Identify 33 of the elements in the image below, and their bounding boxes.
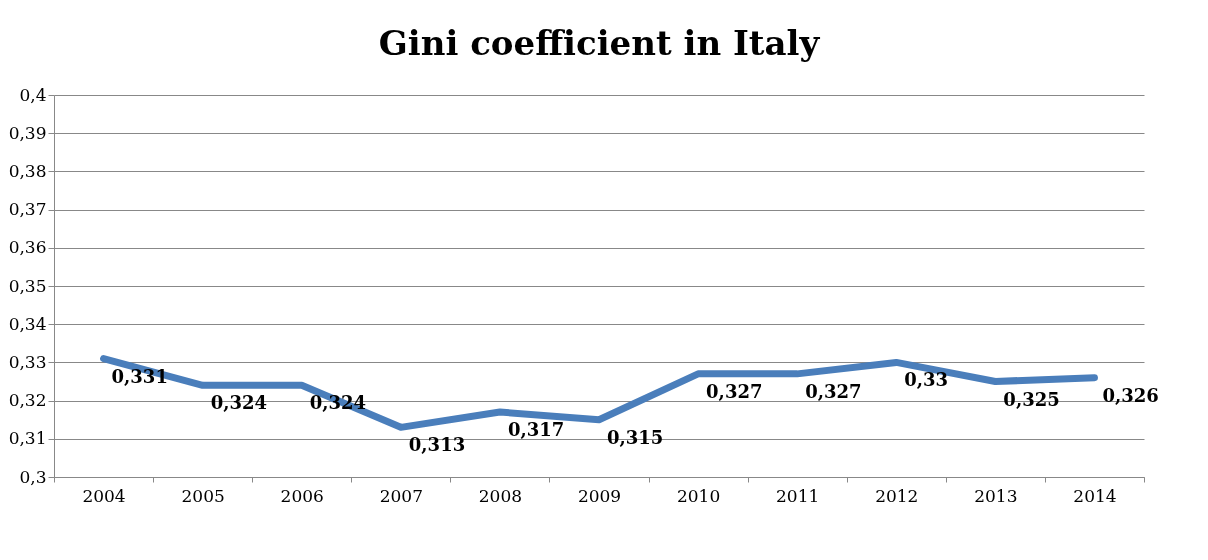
x-tick-label: 2008 xyxy=(478,485,523,506)
x-tick-label: 2013 xyxy=(974,485,1018,506)
y-tick-label: 0,39 xyxy=(8,122,47,143)
y-tick-label: 0,31 xyxy=(8,428,47,449)
x-tick-label: 2007 xyxy=(379,485,423,506)
y-tick-label: 0,34 xyxy=(8,313,47,334)
y-tick-label: 0,35 xyxy=(8,275,47,296)
text: 0,317 xyxy=(507,419,565,441)
y-tick-label: 0,36 xyxy=(8,237,47,258)
x-tick-label: 2004 xyxy=(82,485,126,506)
chart-title: Gini coefficient in Italy xyxy=(378,23,821,63)
y-tick-label: 0,33 xyxy=(8,351,47,372)
x-tick-label: 2012 xyxy=(875,485,919,506)
y-tick-label: 0,32 xyxy=(8,390,47,411)
x-tick-label: 2014 xyxy=(1073,485,1117,506)
text: 0,313 xyxy=(408,434,466,456)
text: 0,331 xyxy=(111,365,168,387)
x-tick-label: 2006 xyxy=(280,485,324,506)
text: 0,327 xyxy=(706,380,763,402)
y-tick-label: 0,4 xyxy=(19,84,47,105)
text: 0,327 xyxy=(805,380,862,402)
text: 0,33 xyxy=(904,369,949,391)
y-tick-label: 0,38 xyxy=(8,160,47,181)
x-tick-label: 2005 xyxy=(181,485,225,506)
text: 0,324 xyxy=(210,392,268,414)
x-tick-label: 2011 xyxy=(776,485,820,506)
y-tick-label: 0,37 xyxy=(8,199,47,220)
x-tick-label: 2009 xyxy=(577,485,622,506)
text: 0,315 xyxy=(607,426,664,448)
y-tick-label: 0,3 xyxy=(19,466,47,487)
text: 0,326 xyxy=(1102,384,1159,406)
text: 0,325 xyxy=(1003,388,1060,410)
x-tick-label: 2010 xyxy=(676,485,721,506)
